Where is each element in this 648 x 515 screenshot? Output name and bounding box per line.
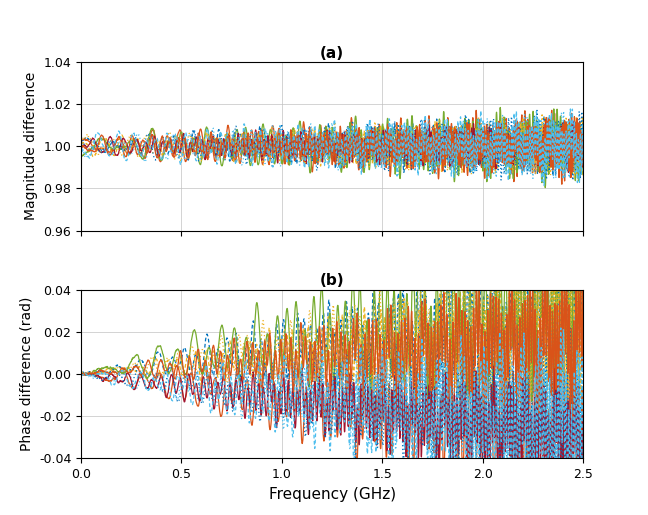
Title: (a): (a)	[320, 46, 344, 61]
Title: (b): (b)	[319, 273, 345, 288]
X-axis label: Frequency (GHz): Frequency (GHz)	[268, 487, 396, 502]
Y-axis label: Magnitude difference: Magnitude difference	[24, 72, 38, 220]
Y-axis label: Phase difference (rad): Phase difference (rad)	[19, 297, 33, 451]
